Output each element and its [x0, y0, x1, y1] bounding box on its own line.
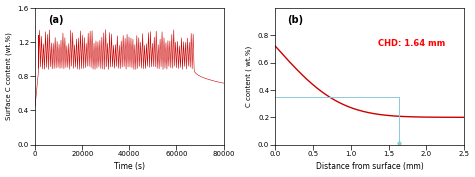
Text: CHD: 1.64 mm: CHD: 1.64 mm — [378, 39, 445, 48]
Y-axis label: Surface C content (wt.%): Surface C content (wt.%) — [6, 32, 12, 120]
X-axis label: Distance from surface (mm): Distance from surface (mm) — [316, 162, 424, 172]
Text: (b): (b) — [287, 15, 303, 25]
X-axis label: Time (s): Time (s) — [114, 162, 145, 172]
Text: (a): (a) — [48, 15, 64, 25]
Y-axis label: C content ( wt.%): C content ( wt.%) — [246, 46, 252, 107]
